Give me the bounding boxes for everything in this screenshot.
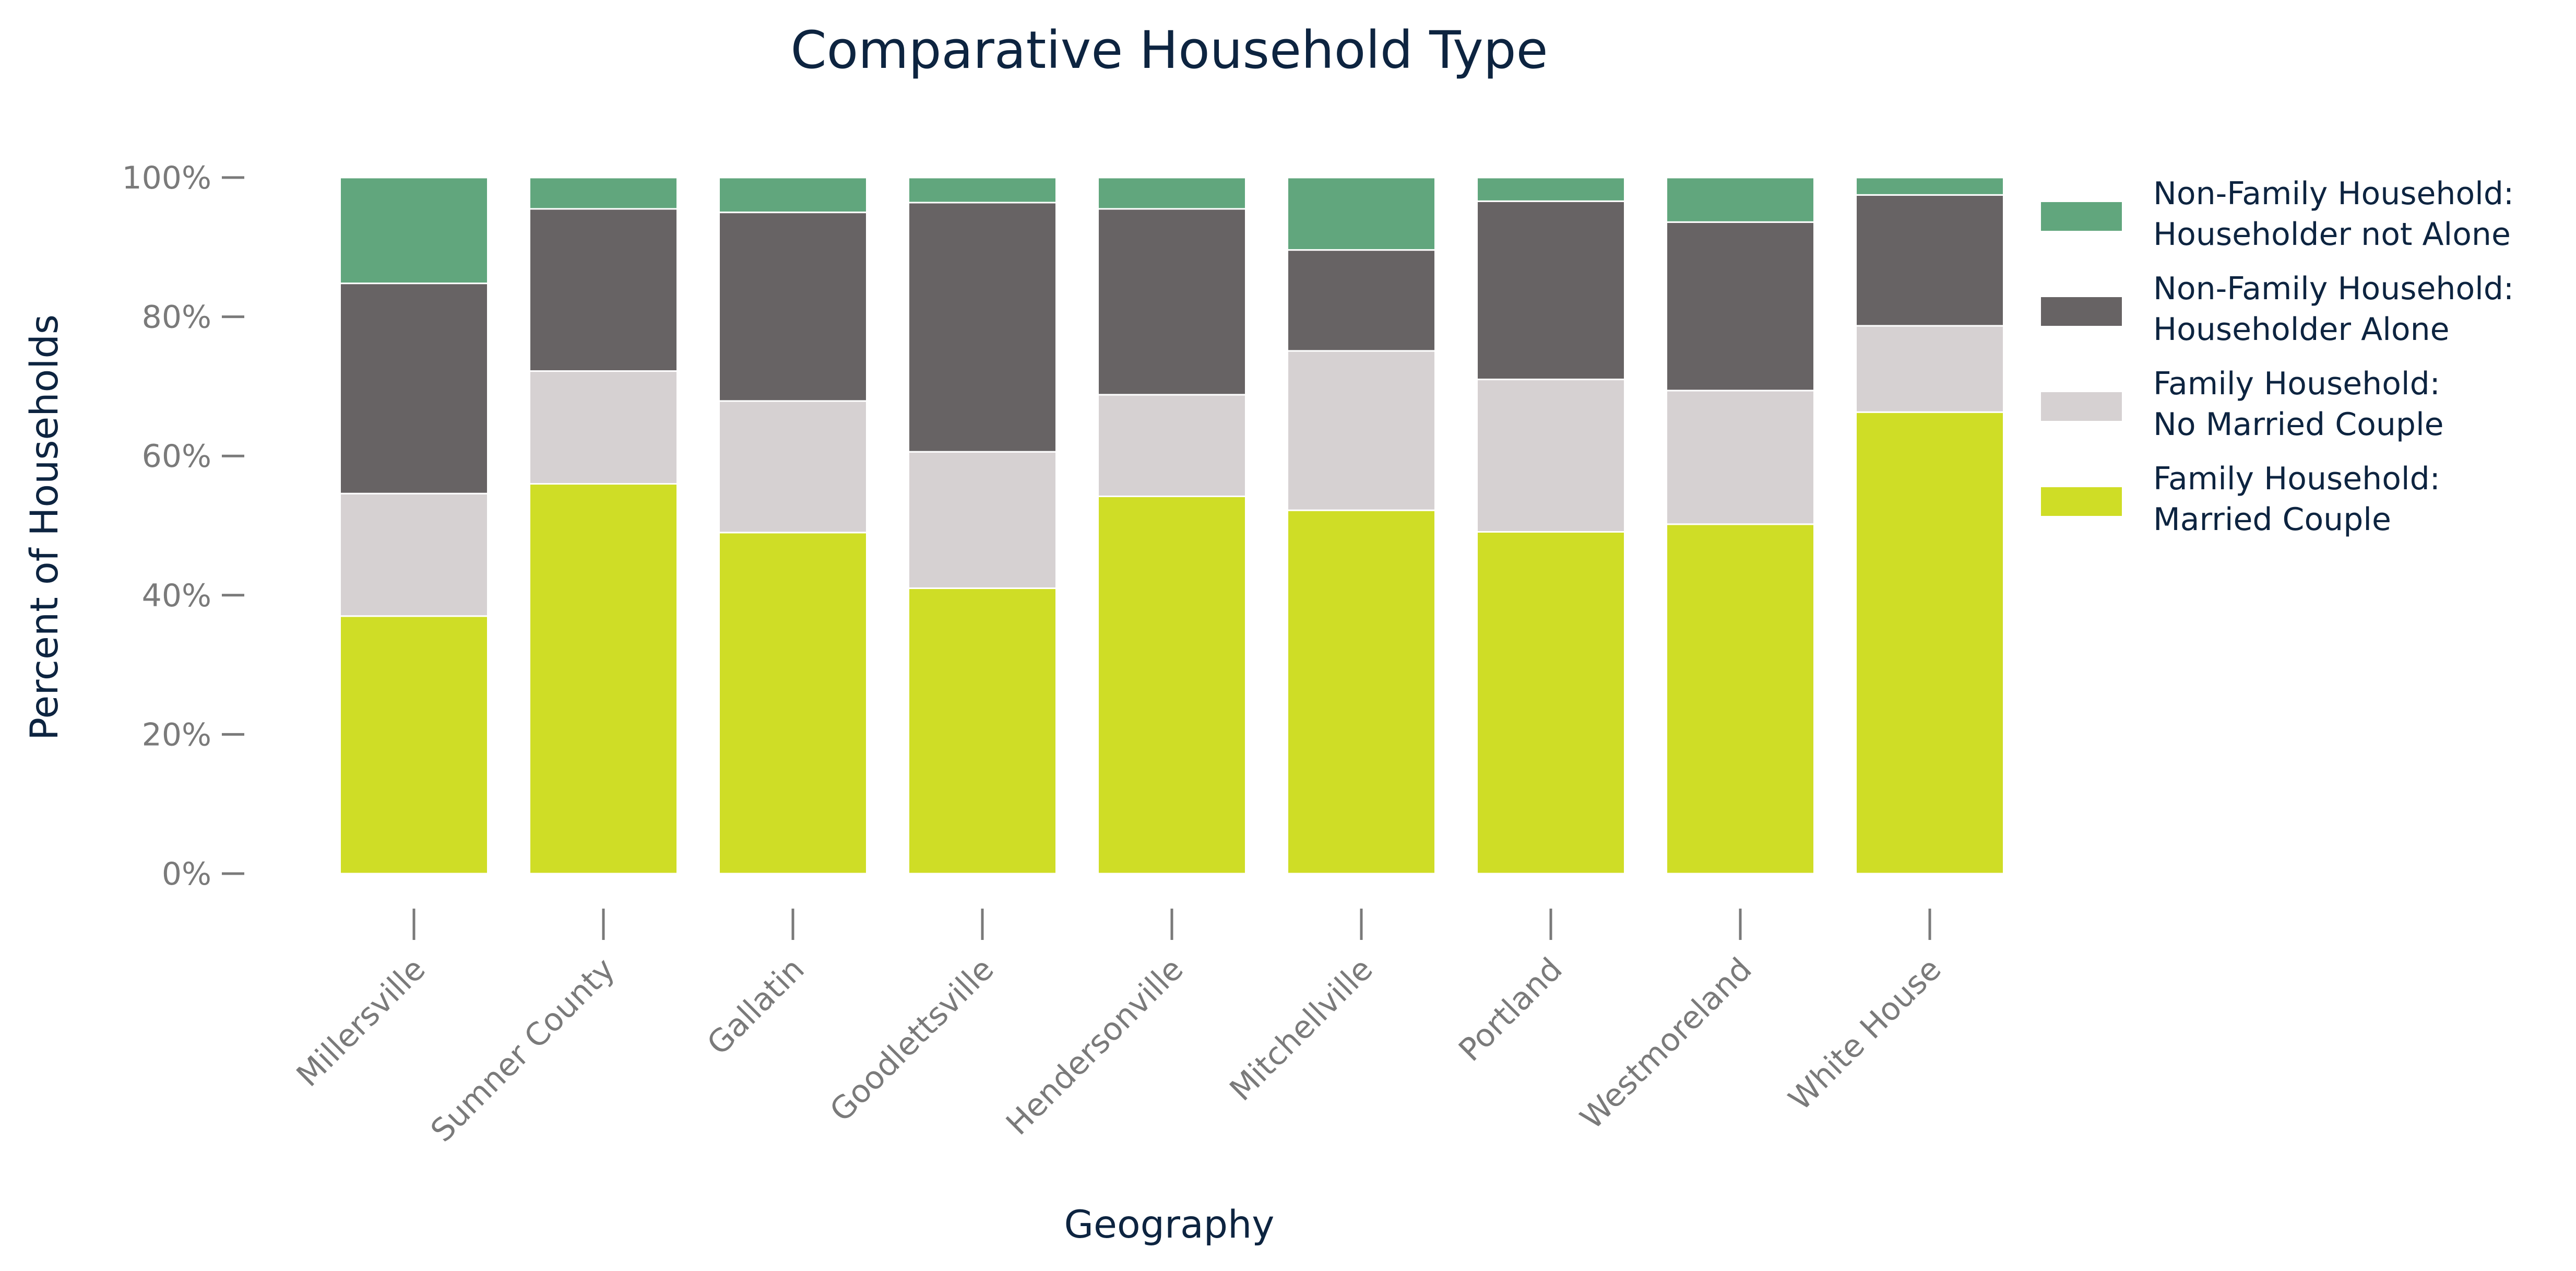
bar-segment [1097, 176, 1247, 210]
bar-segment [1287, 350, 1436, 511]
bar-segment [908, 451, 1057, 589]
bar-segment [1855, 325, 2004, 413]
bar-segment [1666, 390, 1815, 525]
bar-segment [529, 208, 678, 372]
x-tick-label: Goodlettsville [823, 951, 1001, 1129]
bar-segment [1855, 411, 2004, 875]
bars-group [339, 176, 2004, 875]
legend-label: Family Household: [2153, 366, 2440, 402]
x-tick-label: Gallatin [700, 951, 811, 1062]
x-tick-label: Mitchellville [1223, 951, 1380, 1108]
x-tick-label: Portland [1452, 951, 1569, 1068]
y-tick-label: 40% [142, 578, 211, 614]
chart-title: Comparative Household Type [790, 20, 1548, 80]
legend-swatch [2041, 297, 2122, 326]
bar-segment [908, 202, 1057, 453]
legend-label: Householder not Alone [2153, 216, 2511, 253]
bar-segment [1097, 208, 1247, 396]
legend-swatch [2041, 202, 2122, 231]
x-tick-label: Westmoreland [1573, 951, 1759, 1136]
bar-segment [1476, 176, 1625, 202]
legend-swatch [2041, 392, 2122, 421]
bar-segment [1855, 176, 2004, 196]
bar-segment [1476, 379, 1625, 533]
legend: Non-Family Household: Householder not Alo… [2041, 175, 2514, 538]
x-tick-label: White House [1782, 951, 1948, 1117]
bar-segment [339, 283, 489, 495]
y-tick-label: 100% [122, 160, 211, 196]
x-tick-label: Sumner County [424, 951, 622, 1149]
bar-segment [718, 176, 868, 214]
bar-segment [339, 615, 489, 875]
bar-segment [1097, 496, 1247, 875]
bar-segment [718, 211, 868, 402]
legend-label: Householder Alone [2153, 311, 2450, 348]
bar-segment [1666, 523, 1815, 875]
y-tick-label: 0% [162, 856, 211, 892]
legend-label: No Married Couple [2153, 406, 2444, 443]
y-axis: 0% 20% 40% 60% 80% 100% [122, 160, 244, 892]
legend-label: Non-Family Household: [2153, 175, 2514, 212]
bar-segment [339, 176, 489, 285]
bar-segment [908, 176, 1057, 204]
y-tick-label: 20% [142, 716, 211, 753]
y-tick-label: 60% [142, 438, 211, 475]
bar-segment [1287, 176, 1436, 251]
bar-segment [1666, 176, 1815, 223]
bar-segment [718, 532, 868, 875]
bar-segment [908, 587, 1057, 875]
bar-segment [1476, 531, 1625, 875]
x-tick-label: Hendersonville [999, 951, 1190, 1142]
bar-segment [339, 492, 489, 617]
bar-segment [529, 370, 678, 485]
bar-segment [1287, 249, 1436, 352]
bar-segment [1476, 200, 1625, 381]
x-tick-label: Millersville [290, 951, 433, 1094]
bar-segment [529, 176, 678, 210]
legend-label: Family Household: [2153, 461, 2440, 497]
bar-segment [718, 400, 868, 534]
bar-segment [1855, 194, 2004, 327]
bar-segment [1666, 221, 1815, 392]
legend-label: Non-Family Household: [2153, 270, 2514, 307]
bar-segment [1097, 394, 1247, 498]
y-tick-label: 80% [142, 299, 211, 336]
y-axis-title: Percent of Households [22, 314, 67, 740]
bar-segment [529, 483, 678, 875]
legend-label: Married Couple [2153, 501, 2391, 538]
x-axis-title: Geography [1064, 1203, 1274, 1247]
legend-swatch [2041, 487, 2122, 516]
bar-segment [1287, 509, 1436, 875]
